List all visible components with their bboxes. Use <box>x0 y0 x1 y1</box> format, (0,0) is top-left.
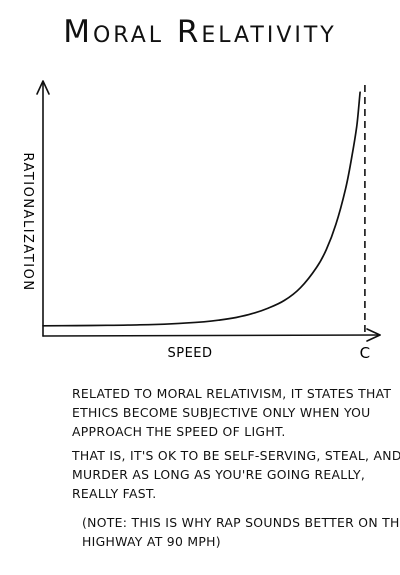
x-axis-label: Speed <box>167 346 212 361</box>
chart-title: Moral Relativity <box>63 14 337 50</box>
x-tick-labels: C <box>360 344 370 362</box>
caption-paragraph-2: That is, it's ok to be self-serving, ste… <box>72 448 400 501</box>
x-axis-arrowhead <box>366 328 381 342</box>
caption-paragraph-3: (Note: this is why rap sounds better on … <box>82 515 400 549</box>
x-axis-line <box>42 334 381 337</box>
caption-paragraph-1: Related to moral relativism, it states t… <box>72 386 392 439</box>
chart-axes <box>36 80 381 342</box>
y-axis-arrowhead <box>36 80 50 95</box>
series-line <box>42 91 361 327</box>
y-axis-label: Rationalization <box>20 152 35 291</box>
x-tick-label-0: C <box>360 344 370 362</box>
